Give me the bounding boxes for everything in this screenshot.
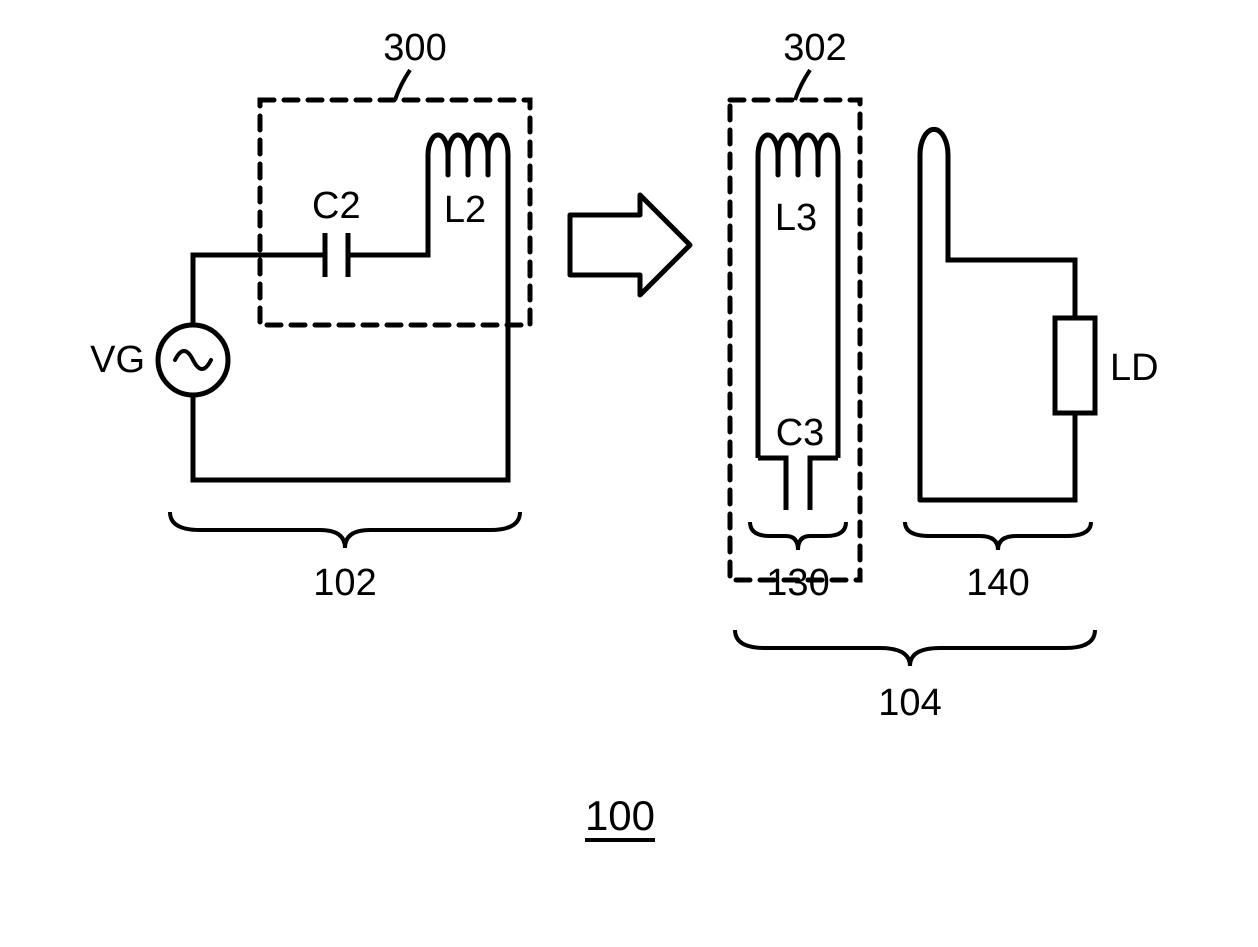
leader-300 [395, 70, 410, 100]
brace-140 [905, 522, 1091, 550]
leader-302 [795, 70, 810, 100]
label-300: 300 [383, 27, 446, 69]
brace-102 [170, 512, 520, 548]
arrow-coupling [570, 195, 690, 295]
vg-source-sine [175, 351, 211, 369]
label-102: 102 [313, 562, 376, 604]
label-l2: L2 [444, 189, 486, 231]
wire-load-return [920, 413, 1075, 500]
label-ld: LD [1110, 347, 1159, 389]
label-140: 140 [966, 562, 1029, 604]
ld-load-box [1055, 318, 1095, 413]
label-100: 100 [585, 792, 655, 839]
label-104: 104 [878, 682, 941, 724]
label-l3: L3 [775, 197, 817, 239]
inductor-l3-coils [758, 135, 838, 200]
label-c2: C2 [312, 185, 361, 227]
load-coil [920, 129, 948, 500]
circuit-diagram-figure: 300 L2 C2 VG 102 302 L3 C3 [0, 0, 1258, 947]
label-c3: C3 [776, 412, 825, 454]
dashed-box-300 [260, 100, 530, 325]
label-302: 302 [783, 27, 846, 69]
wire-load-right-top [948, 195, 1075, 318]
brace-130 [750, 522, 846, 550]
svg-canvas: 300 L2 C2 VG 102 302 L3 C3 [0, 0, 1258, 947]
label-vg: VG [90, 339, 145, 381]
label-130: 130 [766, 562, 829, 604]
brace-104 [735, 630, 1095, 666]
